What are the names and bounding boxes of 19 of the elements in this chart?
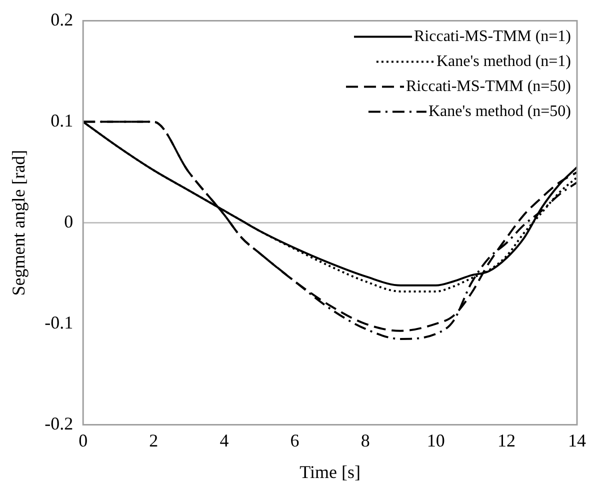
- x-tick-label: 2: [149, 430, 158, 450]
- legend-label: Kane's method (n=50): [428, 103, 571, 120]
- x-tick-label: 8: [360, 430, 370, 450]
- x-tick-label: 0: [78, 430, 88, 450]
- legend-label: Riccati-MS-TMM (n=50): [406, 78, 571, 96]
- x-tick-label: 14: [568, 430, 586, 450]
- y-tick-label: 0: [64, 212, 74, 232]
- x-tick-label: 12: [497, 430, 516, 450]
- legend-label: Riccati-MS-TMM (n=1): [414, 28, 571, 46]
- legend-label: Kane's method (n=1): [436, 53, 571, 70]
- y-tick-label: -0.2: [44, 414, 74, 434]
- y-tick-label: 0.2: [50, 10, 74, 30]
- x-tick-label: 4: [220, 430, 229, 450]
- y-tick-label: 0.1: [50, 110, 74, 131]
- x-tick-label: 6: [290, 430, 300, 450]
- y-tick-label: -0.1: [44, 312, 74, 333]
- x-tick-label: 10: [426, 430, 445, 450]
- y-axis-title: Segment angle [rad]: [8, 150, 29, 296]
- x-axis-title: Time [s]: [300, 462, 360, 482]
